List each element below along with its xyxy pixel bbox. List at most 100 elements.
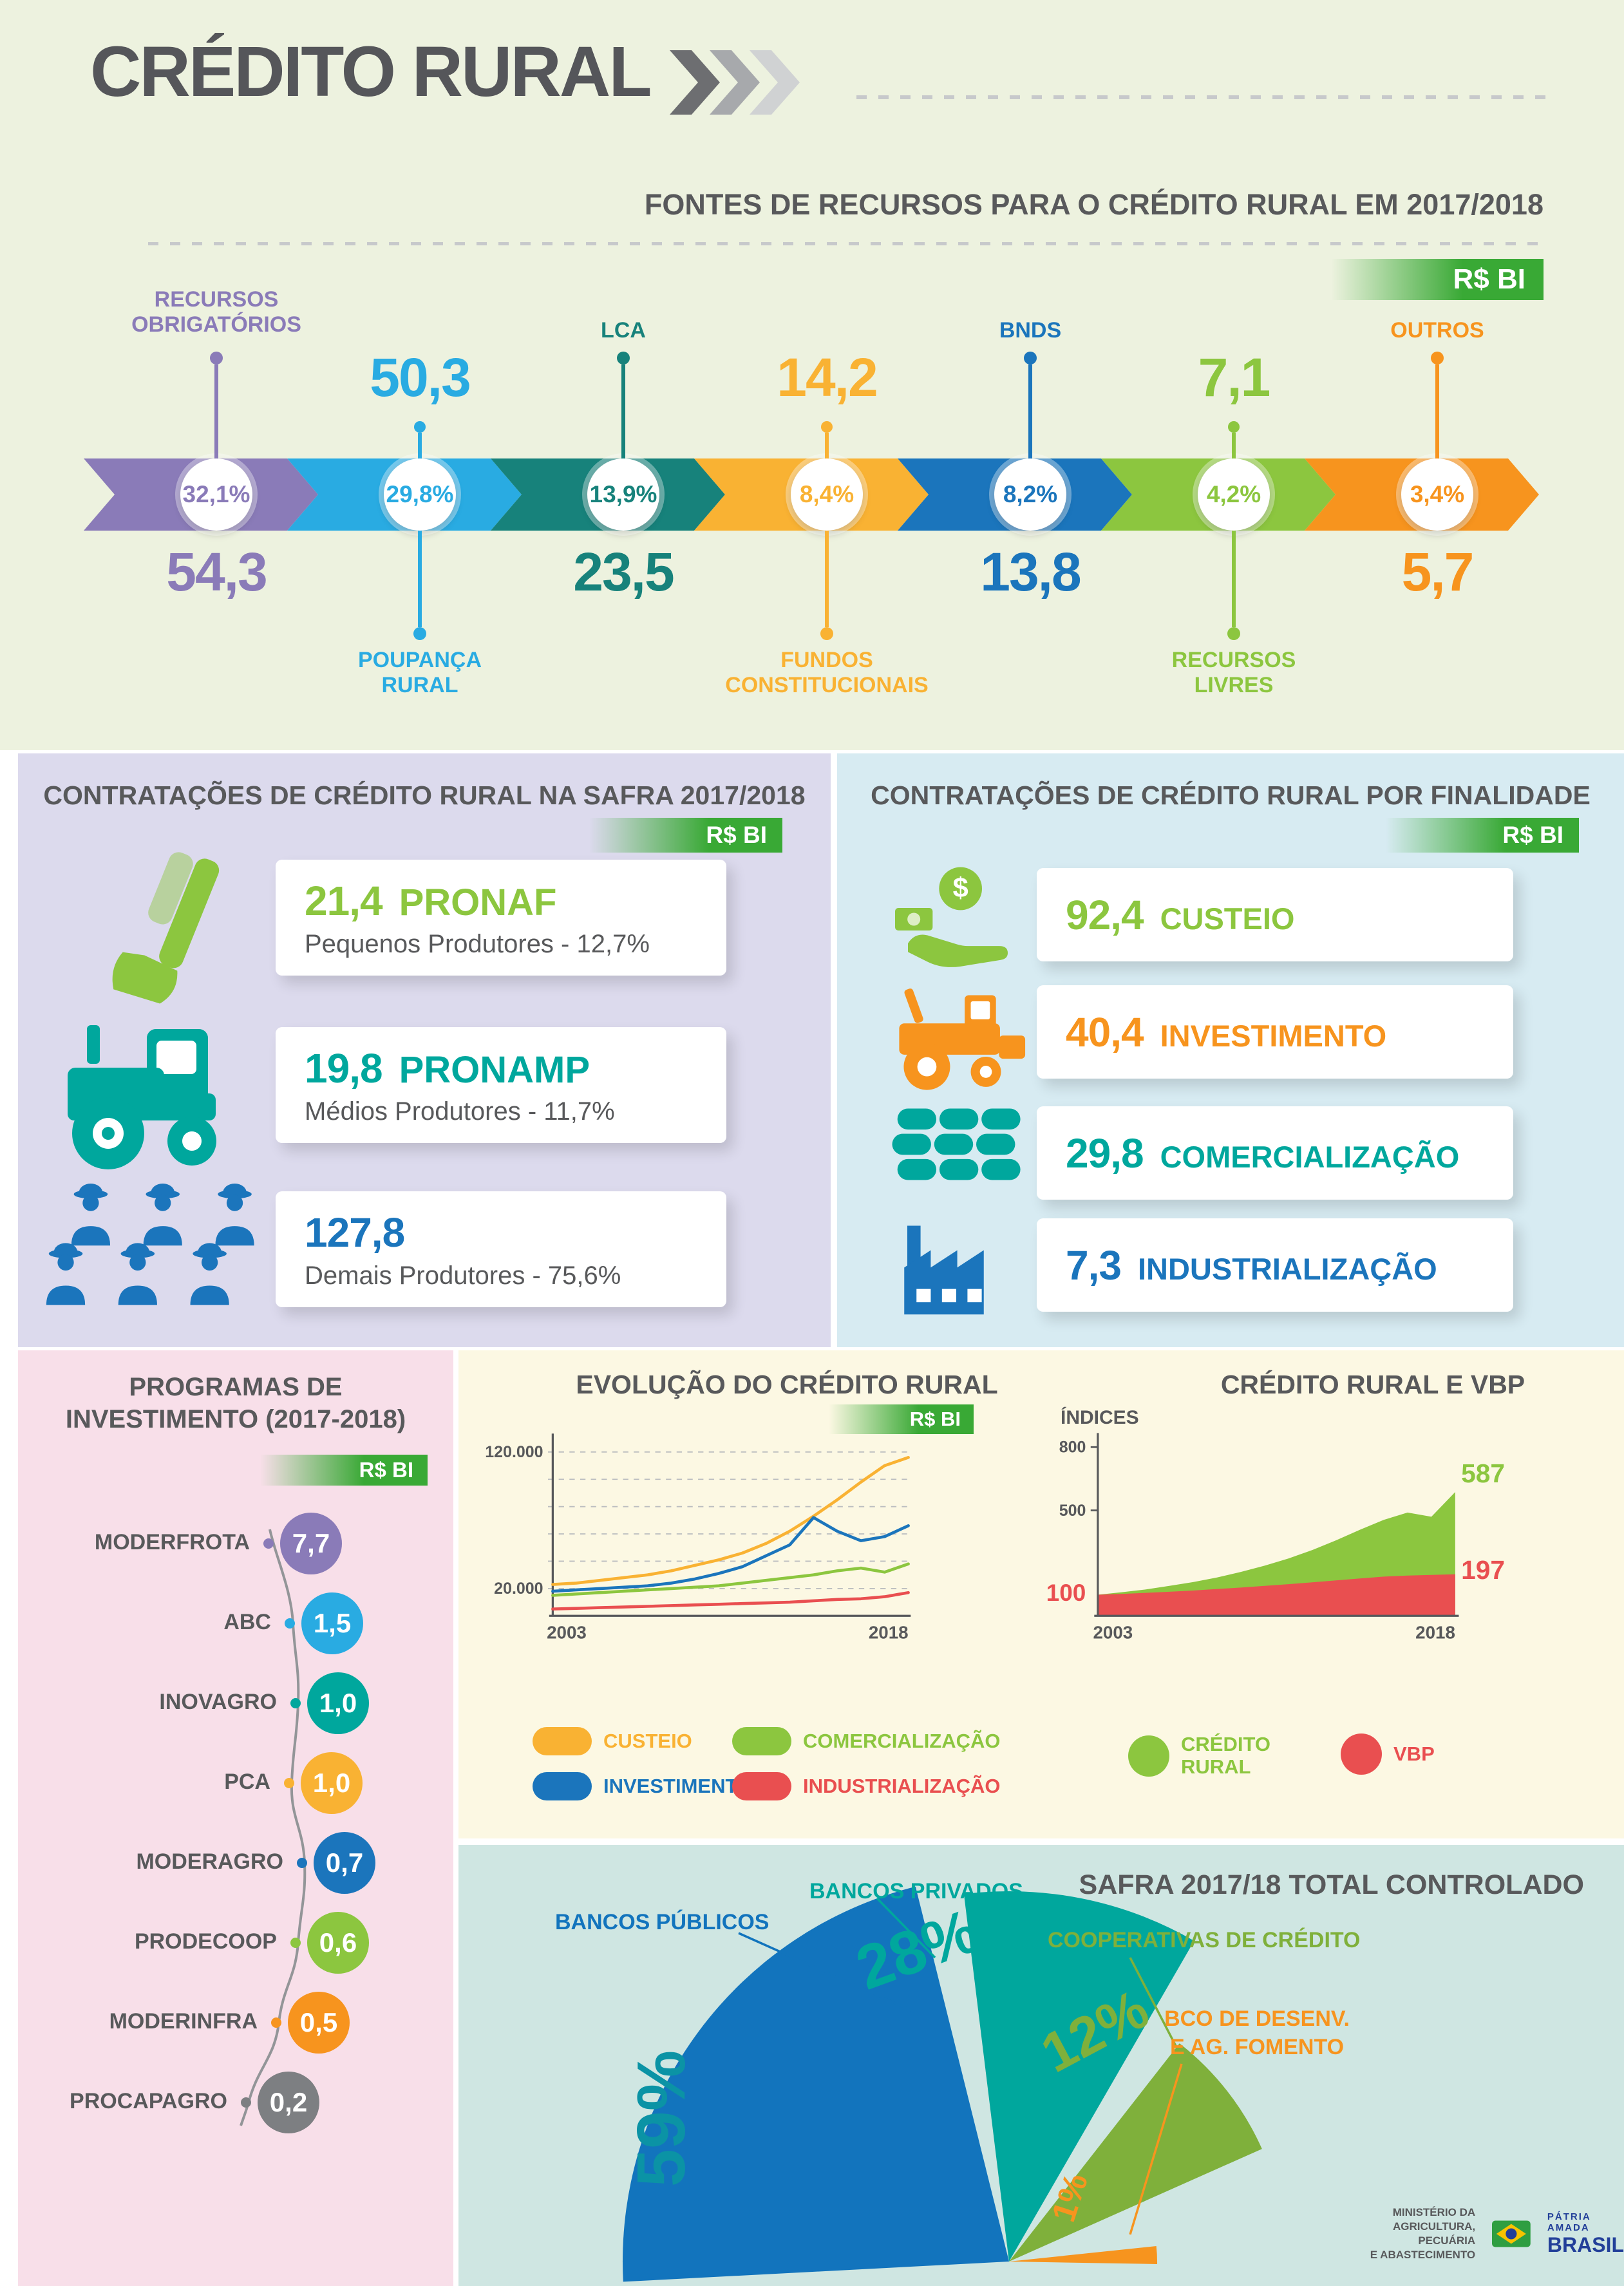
footer-logos: MINISTÉRIO DA AGRICULTURA, PECUÁRIA E AB…: [1354, 2206, 1624, 2262]
brazil-flag-icon: [1492, 2220, 1531, 2247]
leader-line: [1129, 2063, 1183, 2235]
x-tick-label: 2003: [547, 1622, 587, 1642]
leader-line: [1129, 1957, 1180, 2052]
series-line: [551, 1562, 910, 1597]
pronamp-name: PRONAMP: [399, 1048, 590, 1091]
program-label: PRODECOOP: [134, 1929, 277, 1954]
slice-label-bancos-publicos: BANCOS PÚBLICOS: [555, 1910, 770, 1934]
unit-label: R$ BI: [1502, 822, 1563, 848]
connector-stem: [1435, 364, 1439, 458]
leader-line: [876, 1897, 936, 1959]
program-dot: [241, 2097, 251, 2108]
segment-label: BNDS: [999, 318, 1062, 343]
end-value-label: 197: [1461, 1555, 1505, 1585]
patria-amada-brasil: PÁTRIA AMADA BRASIL: [1547, 2211, 1624, 2256]
legend-swatch: [533, 1772, 592, 1800]
connector-stem: [418, 433, 422, 458]
finalidade-unit-badge: R$ BI: [1386, 818, 1579, 853]
pronaf-name: PRONAF: [399, 881, 557, 923]
pie-pct-label: 59%: [623, 2050, 699, 2187]
legend-swatch: [1128, 1735, 1169, 1777]
connector-dot: [617, 352, 630, 364]
evolucao-title: EVOLUÇÃO DO CRÉDITO RURAL: [576, 1370, 998, 1399]
segment-label: POUPANÇA RURAL: [357, 648, 482, 698]
series-line: [551, 1591, 910, 1611]
segment-label: RECURSOS LIVRES: [1171, 648, 1296, 698]
connector-dot: [1228, 421, 1240, 433]
program-value-circle: 0,5: [288, 1992, 350, 2054]
safra-section: CONTRATAÇÕES DE CRÉDITO RURAL NA SAFRA 2…: [18, 753, 831, 1347]
fontes-dashed-line: [148, 242, 1545, 245]
comercializacao-card: 29,8 COMERCIALIZAÇÃO: [1037, 1106, 1513, 1200]
demais-card: 127,8 Demais Produtores - 75,6%: [276, 1191, 726, 1307]
segment-label: RECURSOS OBRIGATÓRIOS: [131, 287, 301, 337]
series-area: [1097, 1574, 1455, 1616]
segment-label: OUTROS: [1390, 318, 1484, 343]
legend-item-vbp: VBP: [1341, 1733, 1435, 1775]
program-dot: [285, 1618, 295, 1629]
slice-label-cooperativas: COOPERATIVAS DE CRÉDITO: [1048, 1928, 1361, 1952]
grain-sacks-icon: [892, 1108, 1021, 1180]
legend-swatch: [732, 1727, 791, 1755]
industrializacao-name: INDUSTRIALIZAÇÃO: [1137, 1251, 1437, 1286]
connector-dot: [413, 627, 426, 640]
custeio-name: CUSTEIO: [1160, 901, 1295, 936]
vbp-area-chart: 800 500 2003 2018 100 587 197: [1046, 1433, 1505, 1642]
slice-label-bco-desenv: BCO DE DESENV. E AG. FOMENTO: [1164, 2007, 1350, 2060]
end-value-label: 587: [1461, 1459, 1505, 1488]
y-tick-label: 800: [1059, 1439, 1086, 1457]
demais-desc: Demais Produtores - 75,6%: [305, 1261, 621, 1290]
investimento-value: 40,4: [1066, 1008, 1144, 1055]
segment-label: LCA: [601, 318, 646, 343]
pie-slice: [1009, 2246, 1158, 2264]
programas-title-line2: INVESTIMENTO (2017-2018): [65, 1405, 406, 1433]
program-dot: [290, 1698, 301, 1708]
connector-stem: [621, 364, 625, 458]
vbp-title: CRÉDITO RURAL E VBP: [1220, 1370, 1525, 1399]
segment-value: 50,3: [370, 347, 471, 408]
program-value-circle: 1,5: [301, 1592, 363, 1654]
x-tick-label: 2018: [869, 1622, 909, 1642]
connector-stem: [825, 531, 829, 627]
programas-title-line1: PROGRAMAS DE: [129, 1373, 343, 1401]
pie-slice: [622, 1886, 1009, 2282]
pie-title: SAFRA 2017/18 TOTAL CONTROLADO: [1079, 1869, 1584, 1900]
evolucao-line-chart: 120.000 20.000 2003 2018: [485, 1433, 911, 1642]
header-dashed-line: [856, 95, 1545, 99]
demais-value: 127,8: [305, 1209, 405, 1256]
ministry-logo: MINISTÉRIO DA AGRICULTURA, PECUÁRIA E AB…: [1370, 2206, 1476, 2262]
industrializacao-value: 7,3: [1066, 1242, 1122, 1289]
legend-item-credito-rural: CRÉDITO RURAL: [1128, 1733, 1290, 1778]
pronamp-value: 19,8: [305, 1044, 383, 1091]
unit-label: R$ BI: [359, 1458, 413, 1482]
pct-circle: 29,8%: [384, 458, 456, 531]
connector-dot: [1431, 352, 1444, 364]
pie-slice: [1009, 2043, 1262, 2262]
pct-circle: 8,2%: [994, 458, 1066, 531]
program-label: INOVAGRO: [159, 1690, 277, 1714]
connector-dot: [1024, 352, 1037, 364]
program-value-circle: 1,0: [301, 1752, 363, 1814]
program-value-circle: 0,2: [258, 2072, 319, 2133]
hoe-icon: [112, 852, 220, 1004]
pie-section: SAFRA 2017/18 TOTAL CONTROLADO 59% 28% 12%…: [458, 1845, 1624, 2286]
investimento-card: 40,4 INVESTIMENTO: [1037, 985, 1513, 1079]
connector-dot: [210, 352, 223, 364]
segment-value: 54,3: [166, 542, 268, 602]
pct-circle: 3,4%: [1401, 458, 1473, 531]
legend-swatch: [1341, 1733, 1382, 1775]
connector-stem: [214, 364, 218, 458]
legend-item-industrializacao: INDUSTRIALIZAÇÃO: [732, 1772, 1001, 1800]
program-value-circle: 7,7: [280, 1513, 342, 1574]
segment-value: 5,7: [1401, 542, 1475, 602]
start-value-label: 100: [1046, 1580, 1086, 1606]
programas-section: PROGRAMAS DE INVESTIMENTO (2017-2018) R$…: [18, 1350, 453, 2286]
pct-circle: 13,9%: [587, 458, 659, 531]
unit-label: R$ BI: [909, 1408, 961, 1430]
legend-item-investimento: INVESTIMENTO: [533, 1772, 753, 1800]
program-label: PCA: [224, 1770, 270, 1794]
safra-title: CONTRATAÇÕES DE CRÉDITO RURAL NA SAFRA 2…: [43, 780, 806, 810]
segment-value: 7,1: [1198, 347, 1271, 408]
custeio-card: 92,4 CUSTEIO: [1037, 868, 1513, 961]
pct-circle: 8,4%: [791, 458, 863, 531]
